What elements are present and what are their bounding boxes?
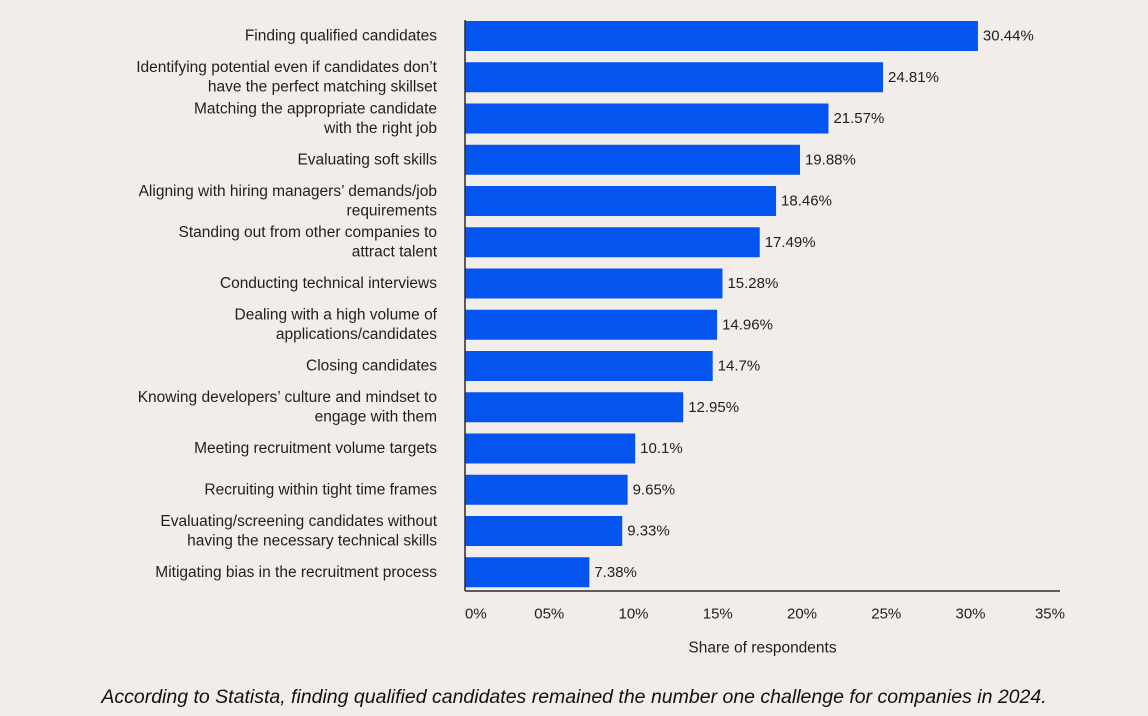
bar-value-label: 19.88% [805, 151, 856, 168]
category-label-line: Evaluating/screening candidates without [160, 513, 437, 530]
bar [465, 433, 636, 464]
bar-value-label: 17.49% [765, 234, 816, 251]
bar-value-label: 14.7% [718, 358, 761, 375]
category-label: Evaluating/screening candidates without h… [160, 513, 437, 550]
category-label-line: with the right job [323, 120, 437, 137]
bar [465, 474, 628, 505]
bar [465, 227, 760, 258]
category-label: Closing candidates [306, 358, 437, 375]
bar-value-label: 21.57% [833, 110, 884, 127]
x-tick-label: 25% [871, 606, 901, 623]
x-tick-label: 0% [465, 606, 487, 623]
category-label-line: Knowing developers’ culture and mindset … [138, 389, 437, 406]
bar [465, 392, 684, 423]
bar-value-label: 9.33% [627, 523, 670, 540]
category-label-line: attract talent [352, 244, 438, 261]
chart-container: 30.44% Finding qualified candidates 24.81%… [136, 20, 1065, 657]
bar-value-label: 30.44% [983, 28, 1034, 45]
category-label: Standing out from other companies to attr… [179, 224, 438, 261]
x-tick-label: 15% [703, 606, 733, 623]
category-label-line: Aligning with hiring managers’ demands/j… [139, 183, 437, 200]
bar [465, 103, 829, 134]
bar [465, 309, 718, 340]
bar-value-label: 7.38% [594, 564, 637, 581]
x-tick-label: 20% [787, 606, 817, 623]
bar-value-label: 24.81% [888, 69, 939, 86]
x-tick-label: 10% [618, 606, 648, 623]
category-label-line: Standing out from other companies to [179, 224, 437, 241]
category-label-line: Dealing with a high volume of [235, 307, 438, 324]
bar [465, 557, 590, 588]
x-tick-label: 05% [534, 606, 564, 623]
category-label-line: Evaluating soft skills [297, 151, 437, 168]
category-label-line: Mitigating bias in the recruitment proce… [155, 564, 437, 581]
category-label-line: Closing candidates [306, 358, 437, 375]
x-tick-label: 30% [955, 606, 985, 623]
category-label: Conducting technical interviews [220, 275, 437, 292]
bar-value-label: 14.96% [722, 316, 773, 333]
bar-value-label: 15.28% [727, 275, 778, 292]
category-label: Recruiting within tight time frames [204, 481, 437, 498]
category-label-line: have the perfect matching skillset [208, 79, 438, 96]
category-label: Finding qualified candidates [245, 28, 437, 45]
category-label-line: Meeting recruitment volume targets [194, 440, 437, 457]
bar-value-label: 10.1% [640, 440, 683, 457]
category-label: Evaluating soft skills [297, 151, 437, 168]
x-tick-label: 35% [1035, 606, 1065, 623]
bar-value-label: 18.46% [781, 193, 832, 210]
bar-chart: 30.44% Finding qualified candidates 24.81%… [136, 20, 1065, 657]
chart-caption: According to Statista, finding qualified… [101, 686, 1047, 708]
x-axis-title: Share of respondents [688, 640, 836, 657]
category-label: Mitigating bias in the recruitment proce… [155, 564, 437, 581]
bar-value-label: 9.65% [633, 481, 676, 498]
bar [465, 516, 623, 546]
category-label-line: requirements [347, 202, 438, 219]
bar [465, 268, 723, 299]
category-label-line: Recruiting within tight time frames [204, 481, 437, 498]
bar [465, 186, 777, 216]
category-label: Aligning with hiring managers’ demands/j… [139, 183, 438, 220]
category-label: Identifying potential even if candidates… [136, 59, 437, 96]
bar [465, 351, 713, 381]
category-label-line: applications/candidates [276, 326, 437, 343]
category-label-line: engage with them [315, 409, 437, 426]
category-label: Matching the appropriate candidate with t… [194, 100, 437, 137]
bar [465, 21, 978, 51]
bar [465, 62, 884, 93]
bar [465, 144, 800, 175]
category-label: Meeting recruitment volume targets [194, 440, 437, 457]
category-label: Knowing developers’ culture and mindset … [138, 389, 437, 426]
category-label: Dealing with a high volume of application… [235, 307, 438, 344]
bar-value-label: 12.95% [688, 399, 739, 416]
category-label-line: Conducting technical interviews [220, 275, 437, 292]
category-label-line: having the necessary technical skills [187, 532, 437, 549]
category-label-line: Finding qualified candidates [245, 28, 437, 45]
category-label-line: Identifying potential even if candidates… [136, 59, 437, 76]
category-label-line: Matching the appropriate candidate [194, 100, 437, 117]
